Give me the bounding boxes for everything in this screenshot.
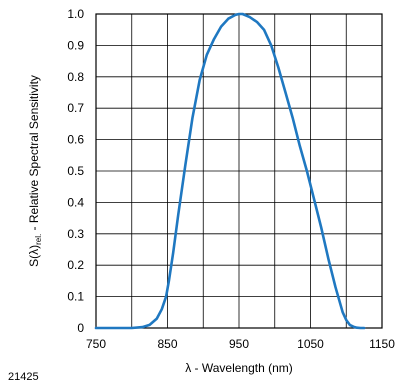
y-tick-label: 0.4 [67,195,84,209]
x-tick-label: 950 [229,337,249,351]
y-tick-label: 0.6 [67,133,84,147]
y-axis-label-subscript: rel. [34,234,43,245]
y-tick-label: 0.2 [67,258,84,272]
grid-lines [95,13,383,329]
y-axis-label: S(λ)rel. - Relative Spectral Sensitivity [27,75,43,267]
y-axis-label-main: S(λ) [27,245,41,267]
x-tick-label: 1050 [297,337,324,351]
y-tick-label: 0 [77,321,84,335]
sensitivity-curve [94,12,366,330]
x-axis-ticks: 750 850 950 1050 1150 [86,337,395,351]
y-tick-label: 0.8 [67,70,84,84]
x-tick-label: 1150 [369,337,395,351]
y-tick-label: 0.9 [67,38,84,52]
y-tick-label: 0.1 [67,290,84,304]
y-tick-label: 0.7 [67,101,84,115]
x-tick-label: 750 [86,337,106,351]
y-tick-label: 0.3 [67,227,84,241]
x-tick-label: 850 [157,337,177,351]
x-axis-label: λ - Wavelength (nm) [185,361,293,375]
y-axis-label-rest: - Relative Spectral Sensitivity [27,75,41,234]
y-tick-label: 1.0 [67,7,84,21]
y-axis-ticks: 0 0.1 0.2 0.3 0.4 0.5 0.6 0.7 0.8 0.9 1.0 [67,7,84,335]
figure-id: 21425 [8,371,39,383]
y-tick-label: 0.5 [67,164,84,178]
